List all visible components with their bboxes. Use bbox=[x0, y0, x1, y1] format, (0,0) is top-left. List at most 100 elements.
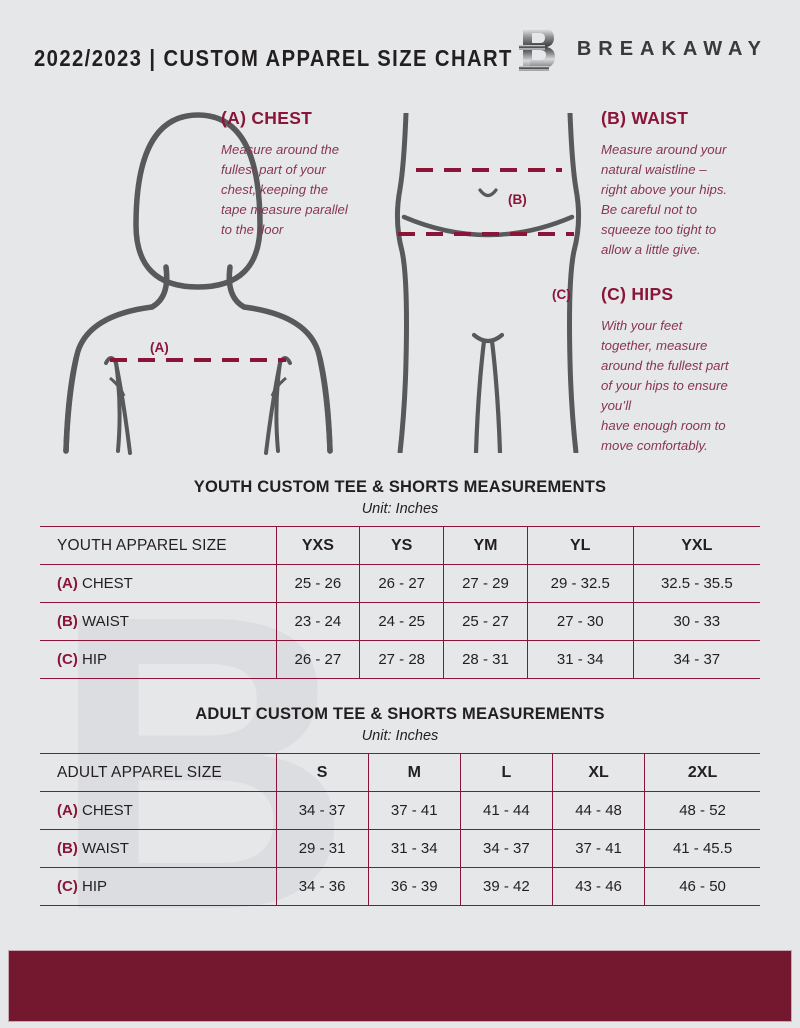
adult-size-table: ADULT APPAREL SIZE S M L XL 2XL (A) CHES… bbox=[40, 753, 760, 906]
page-title: 2022/2023 | CUSTOM APPAREL SIZE CHART bbox=[34, 44, 513, 71]
adult-cell-hip-4: 46 - 50 bbox=[644, 867, 760, 906]
youth-cell-hip-4: 34 - 37 bbox=[632, 640, 760, 679]
row-label: HIP bbox=[82, 878, 108, 895]
youth-table-body: (A) CHEST 25 - 26 26 - 27 27 - 29 29 - 3… bbox=[40, 564, 760, 679]
hips-heading: (C) HIPS bbox=[601, 284, 674, 304]
adult-table-title: ADULT CUSTOM TEE & SHORTS MEASUREMENTS bbox=[195, 705, 605, 723]
youth-cell-chest-2: 27 - 29 bbox=[443, 564, 528, 603]
row-tag: (A) bbox=[57, 802, 78, 819]
adult-cell-chest-1: 37 - 41 bbox=[367, 791, 461, 830]
waist-heading: (B) WAIST bbox=[601, 108, 689, 128]
table-row: (C) HIP 26 - 27 27 - 28 28 - 31 31 - 34 … bbox=[40, 640, 760, 679]
youth-size-col-2: YM bbox=[443, 526, 528, 565]
adult-cell-chest-4: 48 - 52 bbox=[644, 791, 760, 830]
adult-cell-hip-3: 43 - 46 bbox=[551, 867, 645, 906]
adult-cell-waist-0: 29 - 31 bbox=[275, 829, 369, 868]
youth-cell-chest-4: 32.5 - 35.5 bbox=[632, 564, 760, 603]
youth-cell-hip-3: 31 - 34 bbox=[526, 640, 634, 679]
youth-size-col-3: YL bbox=[526, 526, 634, 565]
row-tag: (B) bbox=[57, 613, 78, 630]
row-label: WAIST bbox=[82, 840, 129, 857]
row-label: HIP bbox=[82, 651, 108, 668]
youth-table-title: YOUTH CUSTOM TEE & SHORTS MEASUREMENTS bbox=[193, 478, 607, 496]
row-tag: (A) bbox=[57, 575, 78, 592]
chest-callout-label: (A) bbox=[150, 340, 169, 355]
adult-size-col-4: 2XL bbox=[644, 753, 760, 792]
row-tag: (B) bbox=[57, 840, 78, 857]
adult-table-body: (A) CHEST 34 - 37 37 - 41 41 - 44 44 - 4… bbox=[40, 791, 760, 906]
adult-table-head: ADULT APPAREL SIZE S M L XL 2XL bbox=[40, 753, 760, 792]
youth-size-header-label: YOUTH APPAREL SIZE bbox=[40, 526, 276, 565]
youth-size-col-0: YXS bbox=[275, 526, 360, 565]
brand-lockup: BREAKAWAY bbox=[518, 26, 768, 72]
hips-body: With your feet together, measure around … bbox=[601, 318, 729, 454]
breakaway-b-logo-icon bbox=[518, 26, 559, 72]
adult-cell-waist-3: 37 - 41 bbox=[551, 829, 645, 868]
footer-accent-bar bbox=[8, 950, 792, 1022]
male-torso-outline-icon bbox=[18, 95, 378, 460]
adult-cell-chest-2: 41 - 44 bbox=[459, 791, 553, 830]
row-label: CHEST bbox=[82, 575, 133, 592]
youth-row-label-waist: (B) WAIST bbox=[40, 602, 276, 641]
youth-row-label-hip: (C) HIP bbox=[40, 640, 276, 679]
hips-instructions: (C) HIPS With your feet together, measur… bbox=[601, 284, 781, 456]
row-label: WAIST bbox=[82, 613, 129, 630]
adult-size-col-3: XL bbox=[551, 753, 645, 792]
chest-instructions: (A) CHEST Measure around the fullest par… bbox=[221, 108, 396, 240]
table-header-row: YOUTH APPAREL SIZE YXS YS YM YL YXL bbox=[40, 526, 760, 565]
youth-cell-waist-4: 30 - 33 bbox=[632, 602, 760, 641]
adult-cell-hip-1: 36 - 39 bbox=[367, 867, 461, 906]
youth-cell-chest-3: 29 - 32.5 bbox=[526, 564, 634, 603]
male-hips-outline-icon bbox=[388, 110, 588, 458]
youth-table-head: YOUTH APPAREL SIZE YXS YS YM YL YXL bbox=[40, 526, 760, 565]
youth-cell-waist-2: 25 - 27 bbox=[443, 602, 528, 641]
adult-cell-waist-4: 41 - 45.5 bbox=[644, 829, 760, 868]
waist-body: Measure around your natural waistline – … bbox=[601, 142, 728, 258]
youth-table-unit: Unit: Inches bbox=[361, 501, 439, 517]
adult-cell-waist-1: 31 - 34 bbox=[367, 829, 461, 868]
adult-size-header-label: ADULT APPAREL SIZE bbox=[40, 753, 276, 792]
adult-cell-waist-2: 34 - 37 bbox=[459, 829, 553, 868]
youth-cell-waist-1: 24 - 25 bbox=[359, 602, 444, 641]
adult-size-col-2: L bbox=[459, 753, 553, 792]
hip-callout-label: (C) bbox=[552, 287, 571, 302]
youth-cell-chest-1: 26 - 27 bbox=[359, 564, 444, 603]
adult-table-unit: Unit: Inches bbox=[361, 728, 439, 744]
waist-callout-label: (B) bbox=[508, 192, 527, 207]
adult-cell-chest-3: 44 - 48 bbox=[551, 791, 645, 830]
chest-body: Measure around the fullest part of your … bbox=[221, 142, 348, 238]
table-row: (B) WAIST 23 - 24 24 - 25 25 - 27 27 - 3… bbox=[40, 602, 760, 641]
page-header: 2022/2023 | CUSTOM APPAREL SIZE CHART bbox=[0, 30, 800, 86]
row-label: CHEST bbox=[82, 802, 133, 819]
table-row: (C) HIP 34 - 36 36 - 39 39 - 42 43 - 46 … bbox=[40, 867, 760, 906]
youth-size-table: YOUTH APPAREL SIZE YXS YS YM YL YXL (A) … bbox=[40, 526, 760, 679]
waist-instructions: (B) WAIST Measure around your natural wa… bbox=[601, 108, 781, 260]
measurement-diagrams: (A) (B) bbox=[0, 95, 800, 460]
youth-cell-waist-3: 27 - 30 bbox=[526, 602, 634, 641]
row-tag: (C) bbox=[57, 878, 78, 895]
adult-size-col-0: S bbox=[275, 753, 369, 792]
adult-row-label-chest: (A) CHEST bbox=[40, 791, 276, 830]
table-header-row: ADULT APPAREL SIZE S M L XL 2XL bbox=[40, 753, 760, 792]
youth-row-label-chest: (A) CHEST bbox=[40, 564, 276, 603]
brand-name: BREAKAWAY bbox=[576, 37, 768, 60]
youth-cell-waist-0: 23 - 24 bbox=[275, 602, 360, 641]
adult-cell-chest-0: 34 - 37 bbox=[275, 791, 369, 830]
adult-size-col-1: M bbox=[367, 753, 461, 792]
adult-cell-hip-2: 39 - 42 bbox=[459, 867, 553, 906]
youth-cell-hip-1: 27 - 28 bbox=[359, 640, 444, 679]
youth-size-table-block: YOUTH CUSTOM TEE & SHORTS MEASUREMENTS U… bbox=[40, 478, 760, 679]
youth-size-col-1: YS bbox=[359, 526, 444, 565]
row-tag: (C) bbox=[57, 651, 78, 668]
adult-row-label-hip: (C) HIP bbox=[40, 867, 276, 906]
table-row: (A) CHEST 25 - 26 26 - 27 27 - 29 29 - 3… bbox=[40, 564, 760, 603]
chest-heading: (A) CHEST bbox=[221, 108, 313, 128]
youth-size-col-4: YXL bbox=[632, 526, 760, 565]
table-row: (B) WAIST 29 - 31 31 - 34 34 - 37 37 - 4… bbox=[40, 829, 760, 868]
youth-cell-hip-2: 28 - 31 bbox=[443, 640, 528, 679]
adult-size-table-block: ADULT CUSTOM TEE & SHORTS MEASUREMENTS U… bbox=[40, 705, 760, 906]
youth-cell-chest-0: 25 - 26 bbox=[275, 564, 360, 603]
youth-cell-hip-0: 26 - 27 bbox=[275, 640, 360, 679]
adult-row-label-waist: (B) WAIST bbox=[40, 829, 276, 868]
adult-cell-hip-0: 34 - 36 bbox=[275, 867, 369, 906]
